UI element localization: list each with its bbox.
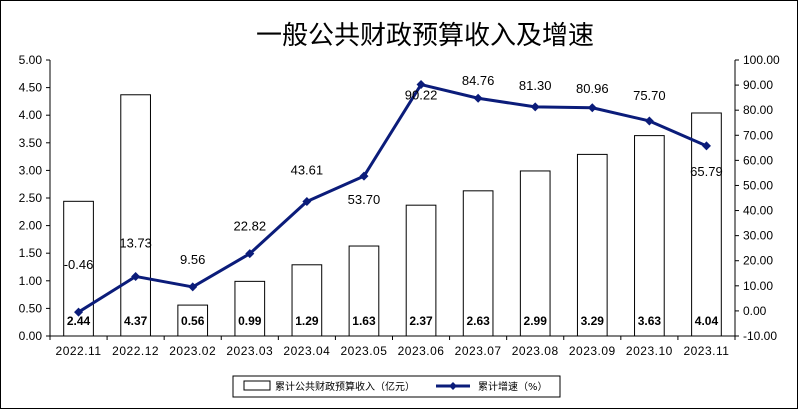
y-left-tick-label: 0.50 (19, 301, 43, 315)
bar (348, 245, 380, 337)
bar (291, 264, 323, 337)
legend-bar-label: 累计公共财政预算收入（亿元） (275, 380, 415, 393)
bar-data-label: 2.99 (524, 314, 548, 328)
line-point (245, 249, 255, 259)
line-point (587, 103, 597, 113)
line-data-label: 75.70 (633, 88, 666, 103)
bar-data-label: 2.37 (409, 314, 433, 328)
bar (576, 153, 608, 337)
chart-title: 一般公共财政预算收入及增速 (256, 21, 594, 51)
line-data-label: 80.96 (576, 81, 609, 96)
bar-data-label: 0.99 (238, 314, 262, 328)
x-tick-label: 2023.09 (569, 344, 616, 358)
y-right-tick-label: 90.00 (743, 78, 773, 92)
y-left-tick-label: 5.00 (19, 53, 43, 67)
x-tick-label: 2023.10 (626, 344, 673, 358)
line-data-label: 43.61 (291, 162, 324, 177)
growth-line (77, 83, 708, 314)
x-tick-label: 2022.11 (56, 344, 102, 358)
line-data-label: 84.76 (462, 73, 495, 88)
line-point (701, 141, 711, 151)
line-point (131, 271, 141, 281)
bar-data-label: 3.63 (638, 314, 662, 328)
line-point (74, 307, 84, 317)
y-right-tick-label: 70.00 (743, 128, 773, 142)
line-data-label: 13.73 (119, 235, 152, 250)
y-right-tick-label: 40.00 (743, 204, 773, 218)
bar-data-label: 1.29 (295, 314, 319, 328)
x-tick-label: 2023.06 (398, 344, 445, 358)
line-data-label: 65.79 (690, 164, 723, 179)
bar (120, 94, 151, 337)
legend: 累计公共财政预算收入（亿元） 累计增速（%） (232, 375, 561, 398)
y-left-tick-label: 2.00 (19, 219, 43, 233)
y-left-tick-label: 3.00 (19, 163, 43, 177)
y-left-tick-label: 3.50 (19, 136, 43, 150)
line-data-label: -0.46 (64, 257, 94, 272)
y-left-tick-label: 0.00 (19, 329, 43, 343)
line-point (302, 196, 312, 206)
bar (234, 280, 266, 337)
axes: 0.00 0.50 1.00 1.50 2.00 2.50 3.00 3.50 4.00 4.50… (19, 53, 780, 358)
legend-bar-swatch (243, 380, 271, 391)
bar-data-label: 2.44 (67, 314, 91, 328)
line-point (473, 93, 483, 103)
line-data-label: 22.82 (234, 219, 267, 234)
legend-box (232, 375, 561, 398)
bar (519, 170, 551, 337)
line-data-label: 53.70 (348, 192, 381, 207)
bar-data-label: 0.56 (181, 314, 205, 328)
x-tick-label: 2023.05 (341, 344, 388, 358)
bar (634, 135, 665, 337)
bar-data-label: 1.63 (352, 314, 376, 328)
y-right-tick-label: 20.00 (743, 254, 773, 268)
x-tick-label: 2023.11 (683, 344, 729, 358)
line-point (530, 102, 540, 112)
y-left-tick-label: 4.00 (19, 108, 43, 122)
x-tick-label: 2023.03 (226, 344, 273, 358)
y-right-tick-label: -10.00 (743, 329, 777, 343)
y-right-tick-label: 30.00 (743, 229, 773, 243)
line-data-label: 9.56 (180, 252, 205, 267)
x-tick-label: 2023.04 (283, 344, 330, 358)
bar-data-label: 3.29 (581, 314, 605, 328)
y-left-tick-label: 1.00 (19, 274, 43, 288)
legend-line-marker (449, 382, 457, 390)
bar-data-label: 4.04 (695, 314, 719, 328)
x-tick-label: 2022.12 (112, 344, 159, 358)
y-left-tick-label: 4.50 (19, 81, 43, 95)
y-left-tick-label: 1.50 (19, 246, 43, 260)
line-point (416, 80, 426, 90)
bar (405, 204, 437, 337)
y-right-tick-label: 80.00 (743, 103, 773, 117)
line-point (359, 171, 369, 181)
bar-series: 2.44 4.37 0.56 0.99 1.29 1.63 2.37 2.63 2.99 3.29… (63, 94, 722, 337)
y-right-tick-label: 10.00 (743, 279, 773, 293)
y-right-tick-label: 50.00 (743, 178, 773, 192)
x-tick-label: 2023.02 (169, 344, 216, 358)
y-right-tick-label: 0.00 (743, 304, 767, 318)
legend-line-label: 累计增速（%） (478, 380, 548, 393)
line-point (188, 282, 198, 292)
line-data-label: 81.30 (519, 78, 552, 93)
bar (462, 190, 494, 337)
x-tick-label: 2023.07 (455, 344, 502, 358)
line-series: -0.46 13.73 9.56 22.82 43.61 53.70 90.22 84.76 8… (64, 73, 723, 317)
x-tick-label: 2023.08 (512, 344, 559, 358)
line-point (644, 116, 654, 126)
line-data-label: 90.22 (405, 88, 438, 103)
bar-data-label: 4.37 (124, 314, 148, 328)
y-right-tick-label: 100.00 (743, 53, 780, 67)
y-left-tick-label: 2.50 (19, 191, 43, 205)
bar-data-label: 2.63 (466, 314, 490, 328)
bar (177, 304, 209, 337)
y-right-tick-label: 60.00 (743, 153, 773, 167)
